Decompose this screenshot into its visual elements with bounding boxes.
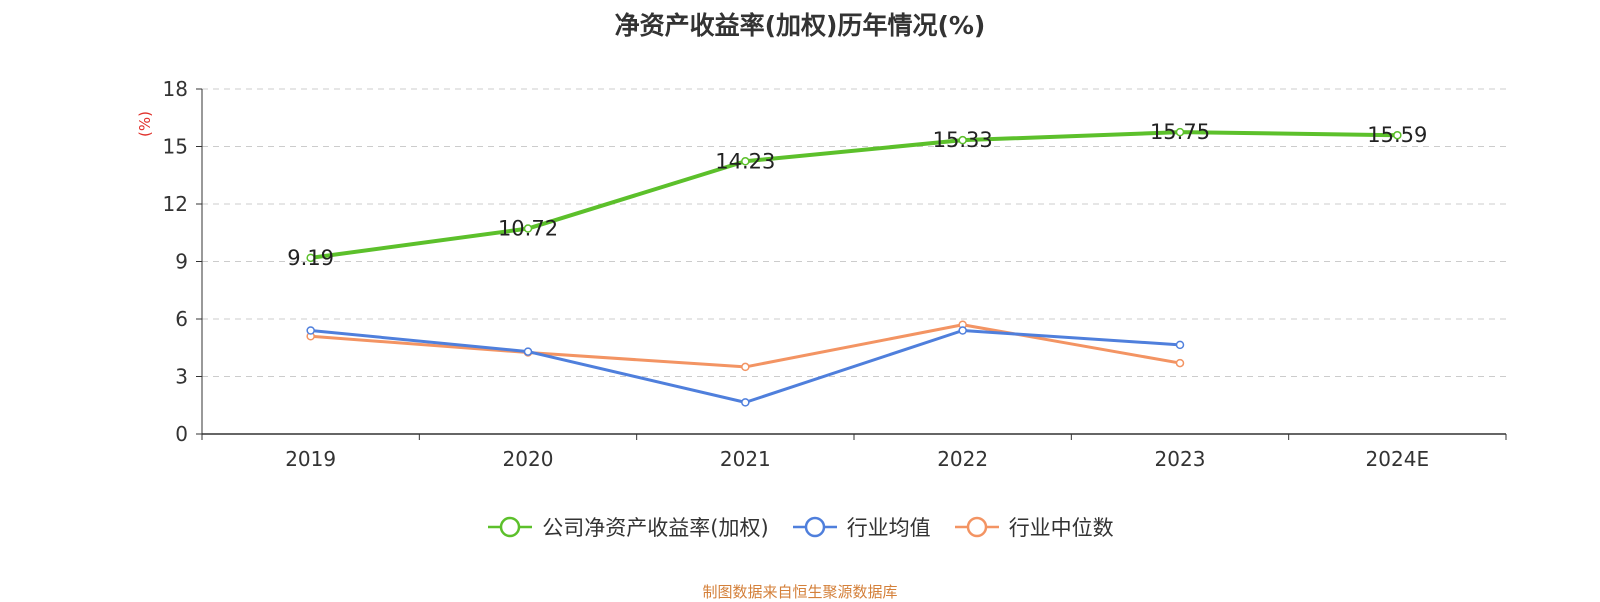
series-2 [306, 320, 1185, 372]
series-1 [306, 326, 1185, 407]
source-note: 制图数据来自恒生聚源数据库 [702, 583, 898, 601]
legend-item-1[interactable]: 行业均值 [791, 512, 931, 542]
series-line-0 [310, 130, 1398, 260]
chart-title: 净资产收益率(加权)历年情况(%) [614, 11, 986, 40]
series [306, 127, 1402, 407]
data-point-2-2 [741, 362, 750, 372]
data-point-1-2 [741, 398, 750, 407]
legend-item-2[interactable]: 行业中位数 [953, 512, 1114, 542]
legend-circle-1 [804, 516, 825, 538]
data-label-2: 14.23 [715, 149, 775, 173]
y-tick-label-6: 18 [163, 77, 188, 101]
data-labels: 9.19 10.72 14.23 15.33 15.75 15.59 [287, 120, 1427, 270]
y-tick-label-1: 3 [175, 365, 188, 389]
y-tick-label-2: 6 [175, 307, 188, 331]
data-point-0-1 [523, 224, 533, 233]
legend-circle-2 [966, 516, 987, 538]
data-label-3: 15.33 [933, 128, 993, 152]
y-tick-label-0: 0 [175, 422, 188, 446]
legend-label-0: 公司净资产收益率(加权) [542, 516, 769, 540]
x-tick-label-5: 2024E [1366, 447, 1430, 471]
data-label-0: 9.19 [287, 246, 334, 270]
legend-label-2: 行业中位数 [1008, 516, 1114, 540]
data-point-0-0 [306, 253, 315, 263]
x-tick-label-0: 2019 [285, 447, 336, 471]
legend-item-0[interactable]: 公司净资产收益率(加权) [486, 512, 769, 542]
data-point-1-1 [523, 347, 533, 356]
series-0 [306, 127, 1402, 263]
data-point-0-3 [958, 135, 967, 145]
data-point-1-0 [306, 326, 315, 335]
data-point-1-3 [958, 326, 967, 335]
legend-circle-0 [500, 516, 521, 538]
legend-marker-2 [954, 516, 999, 538]
x-tick-label-2: 2021 [720, 447, 771, 471]
x-tick-label-3: 2022 [937, 447, 988, 471]
legend-label-1: 行业均值 [846, 516, 931, 540]
data-point-2-4 [1175, 358, 1185, 368]
series-line-2 [310, 323, 1181, 369]
data-label-1: 10.72 [498, 217, 558, 241]
data-label-4: 15.75 [1150, 120, 1210, 144]
legend-marker-1 [792, 516, 837, 538]
grid-lines [202, 88, 1506, 377]
data-point-0-4 [1175, 127, 1185, 137]
y-tick-label-3: 9 [175, 250, 188, 274]
data-point-1-4 [1175, 340, 1185, 350]
y-tick-label-4: 12 [163, 192, 188, 216]
data-label-5: 15.59 [1367, 123, 1427, 147]
y-tick-label-5: 15 [163, 135, 188, 159]
x-tick-label-4: 2023 [1155, 447, 1206, 471]
data-point-0-2 [741, 157, 750, 166]
x-tick-label-1: 2020 [503, 447, 554, 471]
axes: 0 3 6 9 12 15 18 2019 2020 2021 2022 2023 2024E [163, 77, 1507, 471]
legend-marker-0 [488, 516, 533, 538]
data-point-0-5 [1393, 130, 1402, 140]
legend: 公司净资产收益率(加权) 行业均值 行业中位数 [0, 512, 1600, 542]
y-axis-title: (%) [136, 111, 154, 137]
